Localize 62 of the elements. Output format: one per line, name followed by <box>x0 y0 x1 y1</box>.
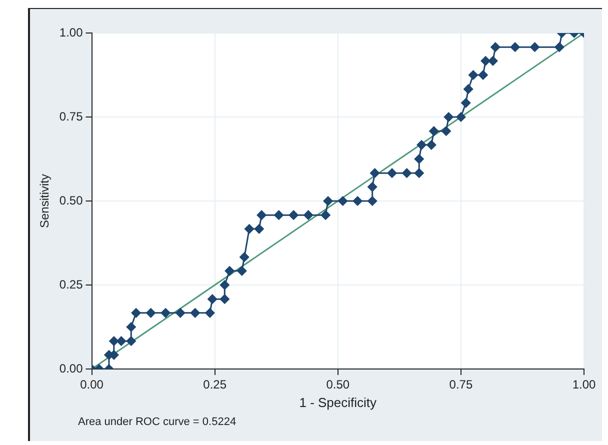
point <box>368 182 378 192</box>
point <box>224 266 234 276</box>
point <box>444 112 454 122</box>
text: Area under ROC curve = 0.5224 <box>78 416 236 428</box>
point <box>426 140 436 150</box>
point <box>190 308 200 318</box>
x-tick-label: 0.25 <box>203 378 227 392</box>
point <box>160 308 170 318</box>
point <box>456 112 466 122</box>
point <box>126 336 136 346</box>
point <box>554 42 564 52</box>
point <box>304 210 314 220</box>
point <box>274 210 284 220</box>
point <box>254 224 264 234</box>
x-tick-label: 0.75 <box>449 378 473 392</box>
y-tick-label: 0.25 <box>59 277 84 292</box>
point <box>131 308 141 318</box>
y-axis-title: Sensitivity <box>38 174 52 228</box>
point <box>490 42 500 52</box>
point <box>352 196 362 206</box>
point <box>288 210 298 220</box>
x-tick-label: 1.00 <box>572 378 596 392</box>
point <box>478 70 488 80</box>
point <box>464 84 474 94</box>
point <box>468 70 478 80</box>
point <box>109 336 119 346</box>
point <box>256 210 266 220</box>
point <box>323 196 333 206</box>
point <box>320 210 330 220</box>
x-axis-title: 1 - Specificity <box>299 394 378 410</box>
x-tick-label: 0.50 <box>326 378 350 392</box>
point <box>441 126 451 136</box>
point <box>146 308 156 318</box>
point <box>461 98 471 108</box>
point <box>240 252 250 262</box>
point <box>416 140 426 150</box>
point <box>205 308 215 318</box>
point <box>402 168 412 178</box>
y-tick-label: 0.00 <box>59 361 84 376</box>
point <box>510 42 520 52</box>
point <box>126 322 136 332</box>
point <box>338 196 348 206</box>
y-tick-label: 1.00 <box>59 25 84 40</box>
point <box>116 336 126 346</box>
point <box>530 42 540 52</box>
point <box>237 266 247 276</box>
point <box>244 224 254 234</box>
point <box>480 56 490 66</box>
point <box>488 56 498 66</box>
point <box>220 294 230 304</box>
point <box>176 308 186 318</box>
point <box>208 294 218 304</box>
point <box>370 168 380 178</box>
point <box>387 168 397 178</box>
point <box>414 168 424 178</box>
x-tick-label: 0.00 <box>80 378 104 392</box>
y-tick-label: 0.50 <box>59 193 84 208</box>
point <box>429 126 439 136</box>
point <box>414 154 424 164</box>
point <box>220 280 230 290</box>
point <box>368 196 378 206</box>
y-tick-label: 0.75 <box>59 109 84 124</box>
